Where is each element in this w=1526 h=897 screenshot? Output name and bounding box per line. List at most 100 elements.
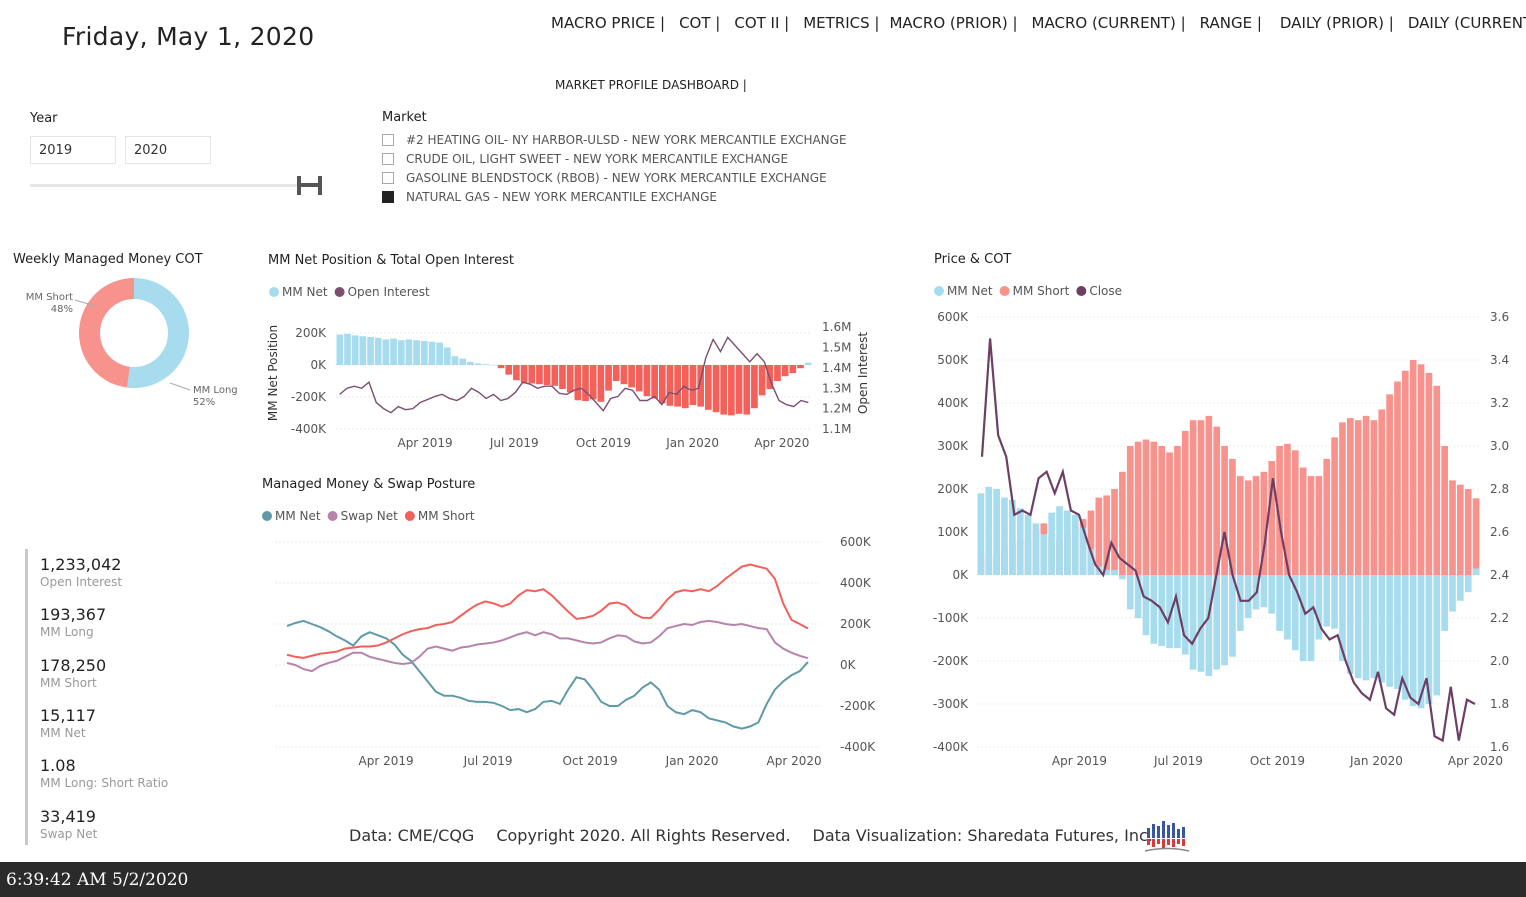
mm-net-bar bbox=[1244, 575, 1252, 618]
x-tick-label: Jul 2019 bbox=[489, 436, 539, 450]
year-slider-handle[interactable] bbox=[296, 175, 324, 201]
mm-net-bar bbox=[1126, 575, 1134, 610]
page-title: Friday, May 1, 2020 bbox=[62, 22, 315, 51]
mm-net-bar bbox=[1016, 508, 1024, 575]
kpi-label: MM Net bbox=[40, 726, 86, 740]
mm-net-bar bbox=[1079, 527, 1087, 575]
checkbox[interactable] bbox=[382, 171, 394, 184]
nav-market-profile-dashboard[interactable]: MARKET PROFILE DASHBOARD | bbox=[555, 78, 747, 92]
y-tick-label: 300K bbox=[937, 439, 969, 453]
mm-net-bar bbox=[1323, 575, 1331, 627]
mm-net-bar bbox=[1087, 549, 1095, 575]
kpi-value: 1,233,042 bbox=[40, 555, 122, 574]
nav-daily-current[interactable]: DAILY (CURRENT) | bbox=[1407, 14, 1526, 32]
mm-short-bar bbox=[1339, 422, 1346, 575]
mm-net-bar bbox=[336, 334, 344, 365]
donut-slice bbox=[78, 278, 134, 388]
mm-net-bar bbox=[566, 365, 574, 393]
mm-net-bar bbox=[1386, 575, 1393, 687]
mm-net-bar bbox=[1394, 575, 1401, 689]
footer-data-source: Data: CME/CQG bbox=[349, 826, 475, 845]
mm-short-bar bbox=[1229, 458, 1236, 575]
checkbox[interactable] bbox=[382, 152, 394, 165]
mm-net-bar bbox=[1464, 575, 1472, 593]
year-slider-track[interactable] bbox=[30, 184, 313, 187]
mm-net-bar bbox=[1197, 575, 1205, 672]
mm-net-bar bbox=[804, 362, 812, 365]
mm-net-bar bbox=[789, 365, 797, 373]
nav-range[interactable]: RANGE | bbox=[1199, 14, 1262, 32]
mm-net-bar bbox=[528, 365, 536, 384]
net-oi-title: MM Net Position & Total Open Interest bbox=[268, 253, 514, 268]
mm-net-bar bbox=[597, 365, 605, 402]
mm-net-bar bbox=[520, 365, 528, 383]
price-cot-legend-label: Close bbox=[1089, 284, 1122, 298]
price-cot-legend-label: MM Net bbox=[947, 284, 993, 298]
close-price-line bbox=[980, 338, 1476, 743]
footer-copyright: Copyright 2020. All Rights Reserved. bbox=[496, 826, 791, 845]
mm-net-bar bbox=[420, 341, 428, 365]
nav-macro-prior[interactable]: MACRO (PRIOR) | bbox=[889, 14, 1018, 32]
market-list: #2 HEATING OIL- NY HARBOR-ULSD - NEW YOR… bbox=[382, 130, 847, 206]
kpi-value: 33,419 bbox=[40, 807, 96, 826]
mm-net-bar bbox=[781, 365, 789, 377]
posture-legend-swatch bbox=[262, 511, 272, 521]
nav-cot[interactable]: COT | bbox=[679, 14, 721, 32]
mm-net-bar bbox=[1111, 569, 1118, 575]
y-tick-label: 600K bbox=[840, 535, 872, 549]
mm-net-bar bbox=[513, 365, 520, 381]
net-oi-chart: MM Net Open Interest 200K 0K -200K -400K 1.6M 1… bbox=[266, 285, 870, 450]
market-option-crude-oil[interactable]: CRUDE OIL, LIGHT SWEET - NEW YORK MERCAN… bbox=[382, 149, 847, 168]
mm-net-bar bbox=[436, 342, 443, 365]
mm-net-bar bbox=[612, 365, 620, 381]
price-cot-legend-swatch bbox=[1076, 286, 1087, 296]
mm-short-bar bbox=[1103, 495, 1111, 575]
mm-short-bar bbox=[1433, 385, 1441, 575]
market-option-heating-oil[interactable]: #2 HEATING OIL- NY HARBOR-ULSD - NEW YOR… bbox=[382, 130, 847, 149]
mm-net-bar bbox=[751, 365, 758, 409]
mm-net-bar bbox=[1472, 568, 1480, 575]
year-from-input[interactable]: 2019 bbox=[30, 136, 116, 164]
checkbox[interactable] bbox=[382, 133, 394, 146]
market-option-gasoline[interactable]: GASOLINE BLENDSTOCK (RBOB) - NEW YORK ME… bbox=[382, 168, 847, 187]
mm-short-bar bbox=[1299, 467, 1307, 575]
nav-daily-prior[interactable]: DAILY (PRIOR) | bbox=[1279, 14, 1394, 32]
mm-net-bar bbox=[1213, 575, 1221, 670]
kpi-label: MM Long: Short Ratio bbox=[40, 776, 169, 790]
x-tick-label: Jul 2019 bbox=[1153, 754, 1203, 768]
mm-net-bar bbox=[1032, 523, 1040, 575]
y2-tick-label: 2.8 bbox=[1490, 482, 1509, 496]
mm-short-bar bbox=[1378, 409, 1386, 575]
mm-short-bar bbox=[1126, 446, 1134, 575]
mm-net-bar bbox=[635, 365, 643, 392]
market-option-natural-gas[interactable]: NATURAL GAS - NEW YORK MERCANTILE EXCHAN… bbox=[382, 187, 847, 206]
mm-net-bar bbox=[536, 365, 543, 385]
kpi-value: 15,117 bbox=[40, 706, 96, 725]
kpi-open-interest: 1,233,042 Open Interest bbox=[40, 555, 122, 589]
netoi-legend-label: Open Interest bbox=[348, 285, 430, 299]
x-tick-label: Apr 2019 bbox=[1052, 754, 1107, 768]
mm-net-bar bbox=[1402, 575, 1409, 700]
y2-tick-label: 1.6M bbox=[822, 320, 851, 334]
mm-net-bar bbox=[1315, 575, 1323, 640]
mm-net-bar bbox=[1441, 575, 1448, 631]
mm-net-bar bbox=[589, 365, 597, 400]
mm-short-bar bbox=[1221, 446, 1228, 575]
mm-net-bar bbox=[666, 365, 674, 406]
mm-net-bar bbox=[543, 365, 551, 385]
mm-net-bar bbox=[1362, 575, 1370, 681]
nav-macro-price[interactable]: MACRO PRICE | bbox=[551, 14, 666, 32]
year-to-input[interactable]: 2020 bbox=[125, 136, 211, 164]
nav-cot-ii[interactable]: COT II | bbox=[734, 14, 790, 32]
mm-short-bar bbox=[1095, 497, 1103, 575]
mm-net-bar bbox=[397, 340, 405, 365]
nav-macro-current[interactable]: MACRO (CURRENT) | bbox=[1031, 14, 1186, 32]
nav-metrics[interactable]: METRICS | bbox=[803, 14, 880, 32]
kpi-label: MM Long bbox=[40, 625, 94, 639]
kpi-mm-net: 15,117 MM Net bbox=[40, 706, 96, 740]
checkbox-checked[interactable] bbox=[382, 190, 394, 203]
x-tick-label: Oct 2019 bbox=[1250, 754, 1305, 768]
mm-net-bar bbox=[1331, 575, 1338, 629]
x-tick-label: Jan 2020 bbox=[665, 754, 719, 768]
price-cot-chart: MM Net MM Short Close 600K 500K 400K 300K 200K 1… bbox=[933, 284, 1509, 768]
